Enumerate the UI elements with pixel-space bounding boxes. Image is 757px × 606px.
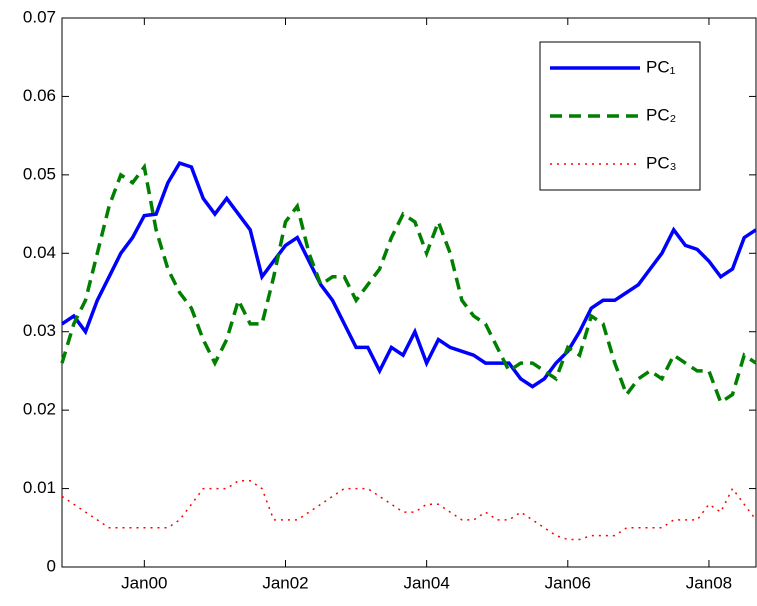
y-tick-label: 0.04 (23, 243, 56, 262)
x-tick-label: Jan04 (403, 573, 449, 592)
y-tick-label: 0.03 (23, 321, 56, 340)
x-tick-label: Jan06 (545, 573, 591, 592)
series-line (61, 479, 757, 541)
y-tick-label: 0.01 (23, 478, 56, 497)
x-tick-label: Jan00 (121, 573, 167, 592)
legend-label: PC₃ (646, 153, 677, 172)
x-tick-label: Jan02 (262, 573, 308, 592)
y-tick-label: 0.07 (23, 7, 56, 26)
y-tick-label: 0.06 (23, 86, 56, 105)
series-line (60, 162, 757, 405)
y-tick-label: 0.05 (23, 164, 56, 183)
y-tick-label: 0 (47, 556, 56, 575)
x-tick-label: Jan08 (686, 573, 732, 592)
legend-label: PC₂ (646, 105, 676, 124)
y-tick-label: 0.02 (23, 400, 56, 419)
legend-label: PC₁ (646, 57, 676, 76)
series-line (61, 160, 757, 389)
